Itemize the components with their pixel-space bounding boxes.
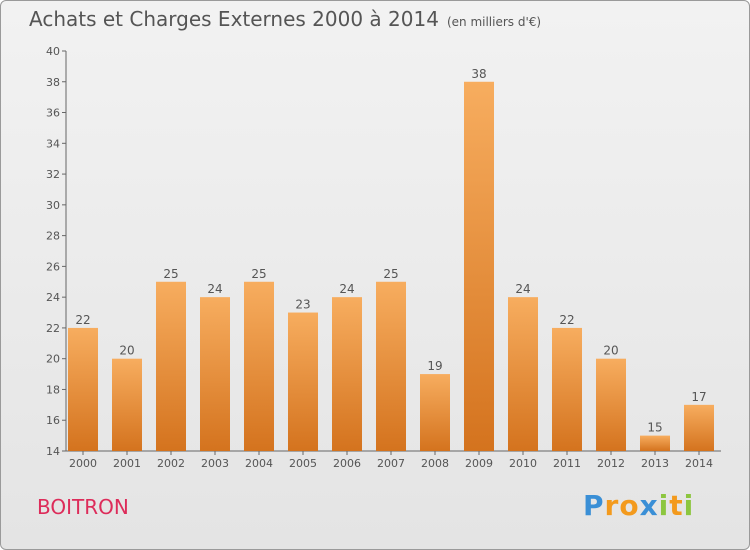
y-tick-label: 16: [46, 414, 60, 427]
y-tick-label: 30: [46, 199, 60, 212]
data-label: 22: [75, 313, 90, 327]
bar: [684, 404, 714, 451]
logo-letter: i: [683, 489, 695, 522]
bar: [376, 281, 406, 451]
x-tick-label: 2013: [641, 457, 669, 470]
logo-letter: P: [583, 489, 605, 522]
bar: [112, 358, 142, 451]
y-tick-label: 20: [46, 353, 60, 366]
data-label: 20: [119, 344, 134, 358]
x-tick-label: 2008: [421, 457, 449, 470]
bar: [464, 81, 494, 452]
logo-letter: o: [619, 489, 640, 522]
place-name: BOITRON: [37, 495, 129, 519]
bar: [640, 435, 670, 451]
y-tick-label: 14: [46, 445, 60, 458]
x-tick-label: 2000: [69, 457, 97, 470]
bar: [332, 297, 362, 451]
logo-letter: t: [669, 489, 684, 522]
data-label: 24: [339, 282, 354, 296]
x-tick-label: 2002: [157, 457, 185, 470]
x-tick-label: 2007: [377, 457, 405, 470]
y-tick-label: 40: [46, 45, 60, 58]
data-label: 19: [427, 359, 442, 373]
y-tick-label: 24: [46, 291, 60, 304]
data-label: 25: [251, 267, 266, 281]
bar: [596, 358, 626, 451]
y-tick-label: 26: [46, 260, 60, 273]
x-tick-label: 2012: [597, 457, 625, 470]
logo-letter: r: [604, 489, 620, 522]
bar: [68, 327, 98, 451]
title-text: Achats et Charges Externes 2000 à 2014: [29, 7, 439, 31]
data-label: 23: [295, 298, 310, 312]
data-label: 15: [647, 421, 662, 435]
data-label: 25: [383, 267, 398, 281]
data-label: 25: [163, 267, 178, 281]
y-tick-label: 28: [46, 230, 60, 243]
chart-title: Achats et Charges Externes 2000 à 2014 (e…: [29, 7, 541, 31]
bar: [552, 327, 582, 451]
y-tick-label: 36: [46, 107, 60, 120]
logo-letter: i: [658, 489, 670, 522]
x-tick-label: 2001: [113, 457, 141, 470]
bar: [420, 374, 450, 451]
data-label: 24: [207, 282, 222, 296]
data-label: 38: [471, 67, 486, 81]
data-label: 22: [559, 313, 574, 327]
bar: [508, 297, 538, 451]
x-tick-label: 2010: [509, 457, 537, 470]
x-tick-label: 2014: [685, 457, 713, 470]
unit-text: (en milliers d'€): [446, 15, 542, 29]
data-label: 20: [603, 344, 618, 358]
logo-letter: x: [639, 489, 659, 522]
x-tick-label: 2005: [289, 457, 317, 470]
y-tick-label: 32: [46, 168, 60, 181]
x-tick-label: 2009: [465, 457, 493, 470]
x-tick-label: 2003: [201, 457, 229, 470]
bar: [288, 312, 318, 451]
x-tick-label: 2006: [333, 457, 361, 470]
data-label: 17: [691, 390, 706, 404]
proxiti-logo: Proxiti: [583, 489, 694, 522]
y-tick-label: 22: [46, 322, 60, 335]
x-tick-label: 2011: [553, 457, 581, 470]
y-tick-label: 38: [46, 76, 60, 89]
y-tick-label: 34: [46, 137, 60, 150]
bar: [200, 297, 230, 451]
bar: [156, 281, 186, 451]
y-tick-label: 18: [46, 383, 60, 396]
data-label: 24: [515, 282, 530, 296]
bar: [244, 281, 274, 451]
x-tick-label: 2004: [245, 457, 273, 470]
